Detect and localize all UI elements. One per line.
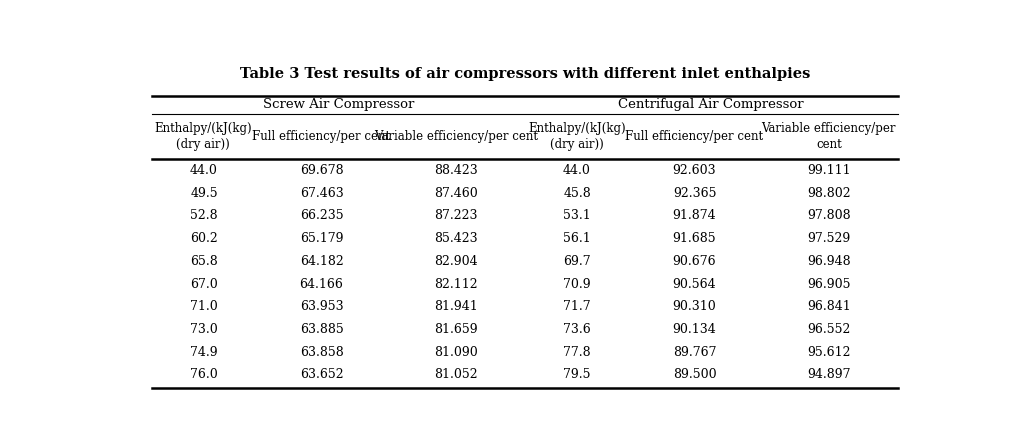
Text: 73.0: 73.0 [190, 323, 218, 336]
Text: 81.941: 81.941 [434, 300, 477, 313]
Text: 53.1: 53.1 [563, 209, 591, 222]
Text: 65.8: 65.8 [190, 255, 218, 268]
Text: Full efficiency/per cent: Full efficiency/per cent [626, 130, 764, 143]
Text: 95.612: 95.612 [807, 345, 851, 358]
Text: 96.905: 96.905 [807, 277, 851, 290]
Text: 96.948: 96.948 [807, 255, 851, 268]
Text: 44.0: 44.0 [190, 164, 218, 177]
Text: 66.235: 66.235 [300, 209, 343, 222]
Text: 65.179: 65.179 [300, 232, 343, 245]
Text: 79.5: 79.5 [563, 368, 591, 381]
Text: 88.423: 88.423 [434, 164, 477, 177]
Text: 73.6: 73.6 [563, 323, 591, 336]
Text: 90.134: 90.134 [673, 323, 717, 336]
Text: 63.885: 63.885 [300, 323, 343, 336]
Text: 52.8: 52.8 [190, 209, 218, 222]
Text: 60.2: 60.2 [190, 232, 218, 245]
Text: 64.166: 64.166 [300, 277, 343, 290]
Text: 97.808: 97.808 [807, 209, 851, 222]
Text: Table 3 Test results of air compressors with different inlet enthalpies: Table 3 Test results of air compressors … [240, 67, 810, 81]
Text: 64.182: 64.182 [300, 255, 343, 268]
Text: Full efficiency/per cent: Full efficiency/per cent [253, 130, 390, 143]
Text: 99.111: 99.111 [807, 164, 851, 177]
Text: 71.0: 71.0 [190, 300, 218, 313]
Text: Enthalpy/(kJ(kg)
(dry air)): Enthalpy/(kJ(kg) (dry air)) [528, 122, 626, 151]
Text: 67.463: 67.463 [300, 187, 343, 200]
Text: 91.874: 91.874 [673, 209, 717, 222]
Text: 82.112: 82.112 [434, 277, 477, 290]
Text: 69.678: 69.678 [300, 164, 343, 177]
Text: 91.685: 91.685 [673, 232, 717, 245]
Text: 74.9: 74.9 [190, 345, 218, 358]
Text: 67.0: 67.0 [190, 277, 218, 290]
Text: Variable efficiency/per cent: Variable efficiency/per cent [374, 130, 538, 143]
Text: 90.310: 90.310 [673, 300, 717, 313]
Text: 96.552: 96.552 [807, 323, 851, 336]
Text: 92.603: 92.603 [673, 164, 717, 177]
Text: 70.9: 70.9 [563, 277, 591, 290]
Text: 63.858: 63.858 [300, 345, 343, 358]
Text: 77.8: 77.8 [563, 345, 591, 358]
Text: 63.652: 63.652 [300, 368, 343, 381]
Text: 96.841: 96.841 [807, 300, 851, 313]
Text: 71.7: 71.7 [563, 300, 591, 313]
Text: 92.365: 92.365 [673, 187, 716, 200]
Text: 81.090: 81.090 [434, 345, 477, 358]
Text: Enthalpy/(kJ(kg)
(dry air)): Enthalpy/(kJ(kg) (dry air)) [155, 122, 252, 151]
Text: 63.953: 63.953 [300, 300, 343, 313]
Text: 45.8: 45.8 [563, 187, 591, 200]
Text: 97.529: 97.529 [807, 232, 850, 245]
Text: 90.676: 90.676 [673, 255, 717, 268]
Text: Screw Air Compressor: Screw Air Compressor [262, 98, 414, 111]
Text: 89.767: 89.767 [673, 345, 716, 358]
Text: 87.223: 87.223 [434, 209, 477, 222]
Text: 94.897: 94.897 [807, 368, 851, 381]
Text: 90.564: 90.564 [673, 277, 717, 290]
Text: 56.1: 56.1 [563, 232, 591, 245]
Text: 44.0: 44.0 [563, 164, 591, 177]
Text: 49.5: 49.5 [190, 187, 218, 200]
Text: 76.0: 76.0 [190, 368, 218, 381]
Text: 81.052: 81.052 [434, 368, 477, 381]
Text: 69.7: 69.7 [563, 255, 591, 268]
Text: 81.659: 81.659 [434, 323, 477, 336]
Text: 89.500: 89.500 [673, 368, 717, 381]
Text: 87.460: 87.460 [434, 187, 477, 200]
Text: Centrifugal Air Compressor: Centrifugal Air Compressor [618, 98, 804, 111]
Text: Variable efficiency/per
cent: Variable efficiency/per cent [762, 122, 896, 151]
Text: 85.423: 85.423 [434, 232, 477, 245]
Text: 82.904: 82.904 [434, 255, 477, 268]
Text: 98.802: 98.802 [807, 187, 851, 200]
